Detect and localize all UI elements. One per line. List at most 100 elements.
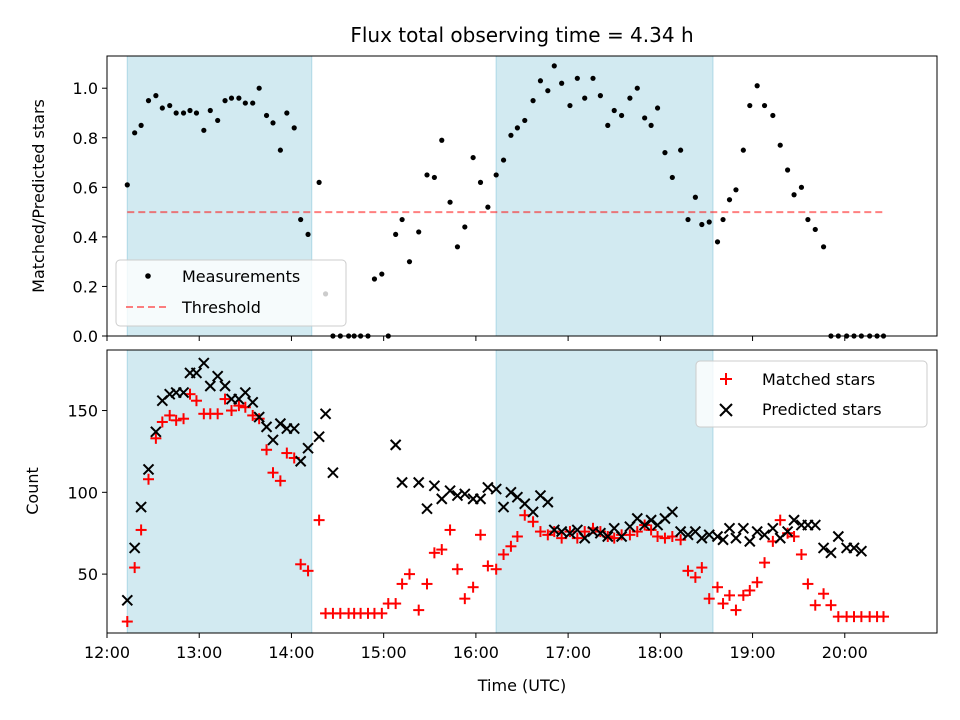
predicted-star-point: [497, 501, 510, 513]
measurement-point: [514, 125, 520, 131]
measurement-point: [692, 194, 698, 200]
measurement-point: [393, 231, 399, 238]
predicted-star-point-b: [696, 532, 708, 544]
predicted-star-point-b: [751, 525, 763, 538]
predicted-star-point: [319, 408, 332, 420]
counts-panel-frame: [106, 349, 938, 634]
legend-measurements-marker: [145, 273, 151, 279]
measurement-point: [582, 95, 588, 101]
matched-star-point: [313, 514, 325, 526]
measurement-point: [648, 122, 654, 128]
matched-star-point: [511, 530, 523, 542]
predicted-star-point-b: [505, 486, 517, 499]
predicted-star-point-b: [247, 396, 259, 409]
matched-star-point: [253, 413, 265, 425]
predicted-star-point-b: [579, 532, 591, 544]
measurement-point: [493, 172, 499, 178]
matched-star-point: [527, 516, 539, 528]
measurement-point: [619, 112, 625, 119]
ratio-legend: Measurements Threshold: [115, 259, 347, 327]
predicted-star-point-b: [511, 491, 524, 503]
count-y-tick-label: 100: [67, 483, 98, 502]
predicted-star-point: [825, 547, 837, 559]
measurement-point: [284, 110, 290, 116]
predicted-star-point: [809, 519, 821, 531]
legend-matched-label: Matched stars: [762, 370, 875, 389]
measurement-point: [201, 127, 207, 133]
predicted-star-point: [121, 594, 133, 606]
measurement-point: [193, 110, 200, 116]
matched-star-point: [178, 413, 190, 425]
predicted-star-point: [781, 525, 794, 538]
matched-star-point: [624, 529, 636, 541]
predicted-star-point-b: [313, 430, 325, 443]
matched-star-point: [156, 416, 168, 428]
measurement-point: [439, 137, 445, 143]
predicted-star-point: [758, 529, 771, 541]
matched-star-point: [135, 524, 147, 536]
measurement-point: [236, 95, 242, 101]
measurement-point: [726, 197, 733, 203]
matched-star-point: [233, 400, 245, 412]
matched-star-point: [825, 599, 837, 611]
measurement-point: [754, 83, 760, 89]
predicted-star-point: [682, 529, 694, 541]
measurement-point: [215, 117, 221, 124]
measurement-point: [530, 98, 536, 104]
predicted-star-point-b: [817, 542, 830, 554]
predicted-star-point: [817, 542, 830, 554]
predicted-star-point: [832, 530, 845, 543]
predicted-star-point-b: [788, 514, 800, 526]
predicted-star-point-b: [674, 525, 687, 538]
measurement-point: [812, 226, 818, 233]
ratio-panel-frame: [106, 55, 938, 337]
ratio-y-tick-label: 0.4: [73, 228, 98, 247]
measurement-point: [424, 172, 430, 178]
ratio-y-tick-label: 0.8: [73, 129, 98, 148]
observing-windows-top: [126, 55, 714, 337]
predicted-star-point-b: [198, 357, 210, 369]
measurement-point: [305, 231, 311, 238]
predicted-star-point: [288, 422, 300, 435]
predicted-star-point-b: [211, 370, 224, 382]
predicted-star-point: [204, 380, 216, 392]
matched-star-point: [737, 589, 749, 601]
predicted-star-point-b: [164, 388, 176, 400]
predicted-star-point-b: [135, 501, 147, 513]
predicted-star-point: [645, 514, 657, 526]
predicted-star-point: [674, 525, 687, 538]
predicted-star-point-b: [527, 506, 539, 518]
measurement-point: [228, 95, 235, 101]
matched-star-point: [444, 524, 456, 536]
measurement-point: [416, 229, 422, 235]
time-x-tick-label: 18:00: [637, 643, 683, 662]
predicted-star-point-b: [319, 408, 332, 420]
measurement-point: [733, 187, 739, 193]
predicted-star-point-b: [490, 483, 502, 495]
predicted-star-point: [666, 506, 679, 518]
predicted-star-point: [302, 442, 314, 454]
predicted-star-point-b: [615, 530, 628, 543]
matched-star-point: [730, 604, 742, 616]
predicted-star-point-b: [444, 484, 456, 497]
matched-star-point: [717, 598, 729, 610]
predicted-star-point: [730, 532, 742, 544]
predicted-star-point: [239, 386, 252, 399]
time-x-tick-label: 20:00: [822, 643, 868, 662]
measurement-point: [798, 184, 805, 190]
matched-star-point: [467, 581, 479, 593]
predicted-star-point: [327, 466, 339, 479]
predicted-star-point: [198, 357, 210, 369]
legend-measurements-label: Measurements: [182, 267, 300, 286]
predicted-star-point: [444, 484, 456, 497]
matched-star-point: [302, 565, 314, 577]
matched-star-point: [459, 593, 471, 605]
counts-legend: Matched stars Predicted stars: [695, 360, 928, 428]
matched-star-point: [802, 578, 814, 590]
measurement-point: [371, 276, 378, 282]
predicted-star-point-b: [744, 535, 756, 548]
measurement-point: [761, 102, 768, 109]
predicted-star-point-b: [128, 542, 141, 554]
predicted-star-point: [638, 519, 651, 531]
ratio-y-tick-label: 0.0: [73, 327, 98, 346]
